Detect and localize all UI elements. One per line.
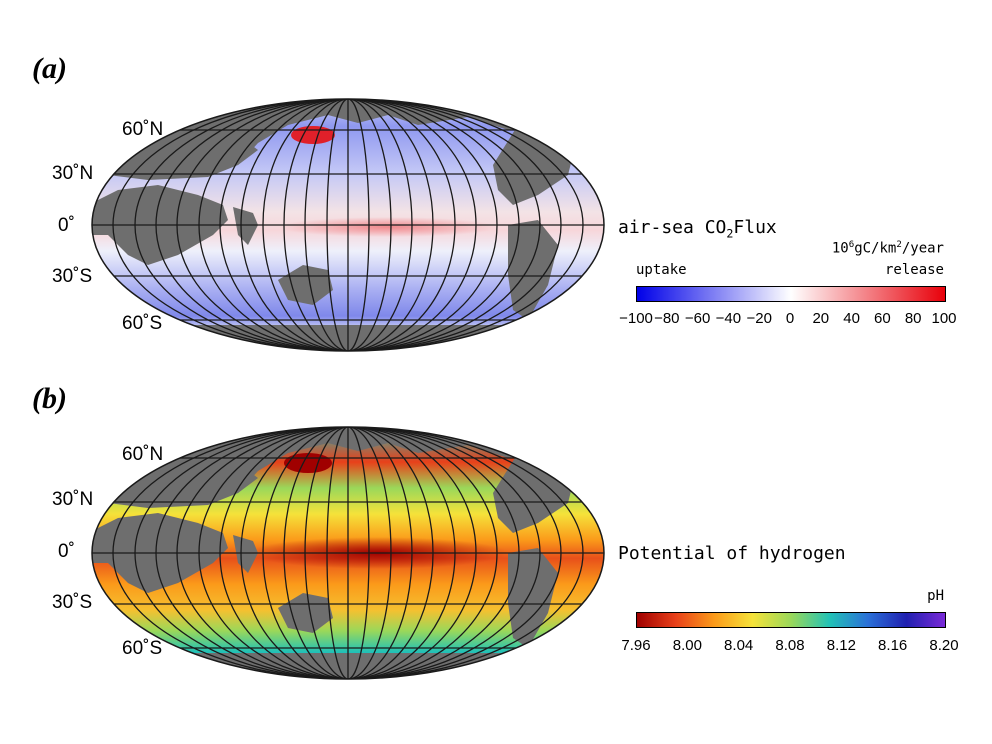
colorbar-a-tick-label: 100 xyxy=(931,310,957,327)
panel-b-label: (b) xyxy=(32,382,67,415)
colorbar-a-tick-label: 40 xyxy=(843,310,860,327)
legend-title-b: Potential of hydrogen xyxy=(618,543,846,564)
colorbar-a-tick-label: −40 xyxy=(715,310,742,327)
colorbar-b-tick-label: 8.16 xyxy=(878,637,908,654)
lat-label-0-a: 0˚ xyxy=(58,215,75,236)
colorbar-b-tick-label: 8.20 xyxy=(929,637,959,654)
colorbar-a-tick-label: 60 xyxy=(874,310,891,327)
colorbar-a-tick-label: −20 xyxy=(746,310,772,327)
map-ph xyxy=(91,426,605,680)
colorbar-a-tick-label: 20 xyxy=(812,310,830,327)
colorbar-a-tick-label: −60 xyxy=(684,310,711,327)
colorbar-b-tick-label: 8.08 xyxy=(775,637,805,654)
colorbar-co2-flux xyxy=(636,286,946,302)
colorbar-a-tick-label: 80 xyxy=(904,310,922,327)
colorbar-a-tick-label: 0 xyxy=(785,310,795,327)
graticule-b xyxy=(92,427,604,679)
colorbar-b-tick-label: 8.04 xyxy=(724,637,754,654)
lat-label-30n-a: 30˚N xyxy=(52,163,94,184)
lat-label-60n-a: 60˚N xyxy=(122,119,164,140)
lat-label-0-b: 0˚ xyxy=(58,541,75,562)
colorbar-ph xyxy=(636,612,946,628)
legend-unit-b: pH xyxy=(927,588,944,604)
legend-uptake-label: uptake xyxy=(636,262,687,278)
colorbar-a-tick-label: −80 xyxy=(654,310,680,327)
lat-label-30s-b: 30˚S xyxy=(52,592,93,613)
legend-unit-a: 106gC/km2/year xyxy=(831,240,944,257)
lat-label-30n-b: 30˚N xyxy=(52,489,94,510)
graticule-a xyxy=(92,99,604,351)
lat-label-60s-a: 60˚S xyxy=(122,313,163,334)
lat-label-60n-b: 60˚N xyxy=(122,444,164,465)
legend-release-label: release xyxy=(884,262,944,278)
colorbar-b-tick-label: 8.00 xyxy=(672,637,702,654)
map-co2-flux xyxy=(91,98,605,352)
lat-label-30s-a: 30˚S xyxy=(52,266,93,287)
colorbar-a-tick-label: −100 xyxy=(619,310,653,327)
legend-title-a: air-sea CO2Flux xyxy=(618,217,777,241)
colorbar-b-tick-label: 7.96 xyxy=(621,637,651,654)
lat-label-60s-b: 60˚S xyxy=(122,638,163,659)
panel-a-label: (a) xyxy=(32,52,67,85)
colorbar-b-tick-label: 8.12 xyxy=(826,637,856,654)
